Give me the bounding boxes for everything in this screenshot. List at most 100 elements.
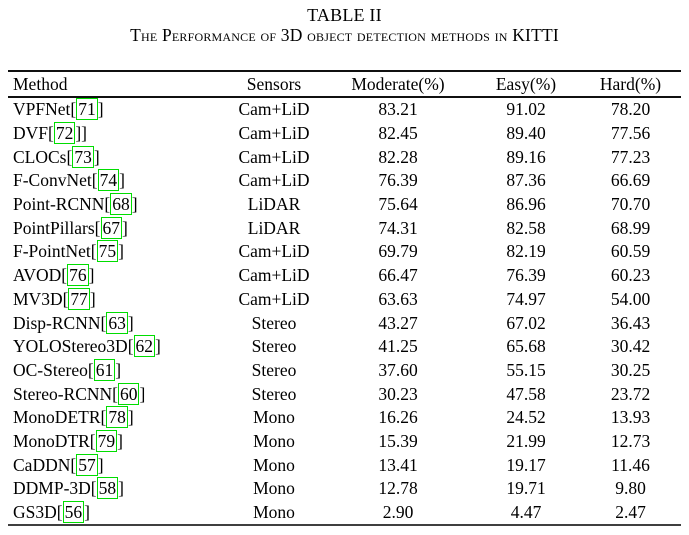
citation-link[interactable]: 68 [110,193,132,216]
citation-link[interactable]: 67 [100,216,123,239]
method-name: MV3D[ [13,288,69,309]
method-name: DDMP-3D[ [13,478,97,499]
moderate-cell: 74.31 [378,217,418,238]
easy-cell: 19.17 [506,454,546,475]
method-cell: Point-RCNN[68] [8,193,224,217]
column-header-hard: Hard(%) [580,71,681,98]
method-cell: PointPillars[67] [8,216,224,240]
hard-cell: 77.23 [610,146,651,167]
table-row: YOLOStereo3D[62] Stereo 41.25 65.68 30.4… [8,335,681,359]
table-row: VPFNet[71] Cam+LiD 83.21 91.02 78.20 [8,97,681,122]
citation-link[interactable]: 78 [106,406,128,429]
citation-link[interactable]: 77 [68,287,90,310]
citation-link[interactable]: 75 [96,240,119,263]
method-name: VPFNet[ [13,99,77,120]
method-close-bracket: ] [89,288,96,309]
sensors-cell: Mono [253,430,295,451]
table-row: F-ConvNet[74] Cam+LiD 76.39 87.36 66.69 [8,169,681,193]
citation-link[interactable]: 71 [76,98,98,121]
easy-cell: 19.71 [506,478,546,499]
table-row: Stereo-RCNN[60] Stereo 30.23 47.58 23.72 [8,382,681,406]
method-cell: DDMP-3D[58] [8,477,224,501]
method-cell: CLOCs[73] [8,145,224,169]
method-cell: Stereo-RCNN[60] [8,382,224,406]
moderate-cell: 75.64 [378,194,418,215]
sensors-cell: Mono [253,478,295,499]
citation-link[interactable]: 60 [117,382,140,405]
method-cell: VPFNet[71] [8,97,224,122]
moderate-cell: 66.47 [378,265,418,286]
hard-cell: 36.43 [610,312,651,333]
easy-cell: 55.15 [506,359,546,380]
method-name: MonoDTR[ [13,430,96,451]
hard-cell: 66.69 [610,170,651,191]
citation-link[interactable]: 61 [93,358,116,381]
table-row: OC-Stereo[61] Stereo 37.60 55.15 30.25 [8,358,681,383]
hard-cell: 68.99 [610,217,651,238]
easy-cell: 91.02 [506,99,546,120]
method-name: OC-Stereo[ [13,359,94,380]
method-close-bracket: ] [131,194,138,215]
method-cell: CaDDN[57] [8,453,224,477]
sensors-cell: Cam+LiD [238,265,310,286]
easy-cell: 86.96 [506,194,546,215]
table-caption: TABLE II The Performance of 3D object de… [0,5,689,44]
table-row: CLOCs[73] Cam+LiD 82.28 89.16 77.23 [8,145,681,169]
method-cell: MonoDETR[78] [8,406,224,430]
hard-cell: 11.46 [611,454,650,475]
citation-link[interactable]: 72 [53,122,76,145]
citation-link[interactable]: 62 [133,335,156,358]
hard-cell: 77.56 [610,123,651,144]
method-name: Point-RCNN[ [13,194,111,215]
method-name: CLOCs[ [13,146,73,167]
moderate-cell: 41.25 [378,336,418,357]
sensors-cell: Cam+LiD [238,288,310,309]
column-header-sensors: Sensors [224,71,324,98]
column-header-method: Method [8,71,224,98]
sensors-cell: Cam+LiD [238,123,310,144]
hard-cell: 78.20 [610,99,651,120]
method-close-bracket: ] [93,146,100,167]
method-close-bracket: ] [88,265,95,286]
method-close-bracket: ] [122,217,128,238]
sensors-cell: Mono [253,502,295,523]
citation-link[interactable]: 76 [67,264,89,287]
method-cell: AVOD[76] [8,264,224,288]
citation-link[interactable]: 79 [95,429,118,452]
table-header: Method Sensors Moderate(%) Easy(%) Hard(… [8,71,681,98]
method-name: Stereo-RCNN[ [13,383,118,404]
sensors-cell: Stereo [251,383,297,404]
sensors-cell: Cam+LiD [238,99,310,120]
moderate-cell: 82.28 [378,146,418,167]
easy-cell: 65.68 [506,336,546,357]
method-close-bracket: ] [97,454,104,475]
method-close-bracket: ]] [75,123,87,144]
moderate-cell: 76.39 [378,170,418,191]
table-row: GS3D[56] Mono 2.90 4.47 2.47 [8,501,681,526]
easy-cell: 87.36 [506,170,546,191]
citation-link[interactable]: 74 [97,169,120,192]
easy-cell: 82.58 [506,217,546,238]
method-close-bracket: ] [97,99,104,120]
method-close-bracket: ] [127,312,134,333]
method-name: YOLOStereo3D[ [13,336,134,357]
moderate-cell: 63.63 [378,288,418,309]
table-row: MonoDETR[78] Mono 16.26 24.52 13.93 [8,406,681,430]
method-name: PointPillars[ [13,217,101,238]
method-name: DVF[ [13,123,54,144]
table-row: MV3D[77] Cam+LiD 63.63 74.97 54.00 [8,287,681,312]
method-cell: F-PointNet[75] [8,240,224,264]
moderate-cell: 13.41 [378,454,418,475]
citation-link[interactable]: 63 [106,311,128,334]
citation-link[interactable]: 73 [72,145,94,168]
moderate-cell: 37.60 [378,359,418,380]
method-name: F-ConvNet[ [13,170,98,191]
citation-link[interactable]: 58 [96,477,119,500]
citation-link[interactable]: 56 [62,501,85,524]
citation-link[interactable]: 57 [76,453,98,476]
method-cell: MonoDTR[79] [8,429,224,454]
sensors-cell: Stereo [251,312,297,333]
header-row: Method Sensors Moderate(%) Easy(%) Hard(… [8,71,681,98]
hard-cell: 60.23 [610,265,651,286]
